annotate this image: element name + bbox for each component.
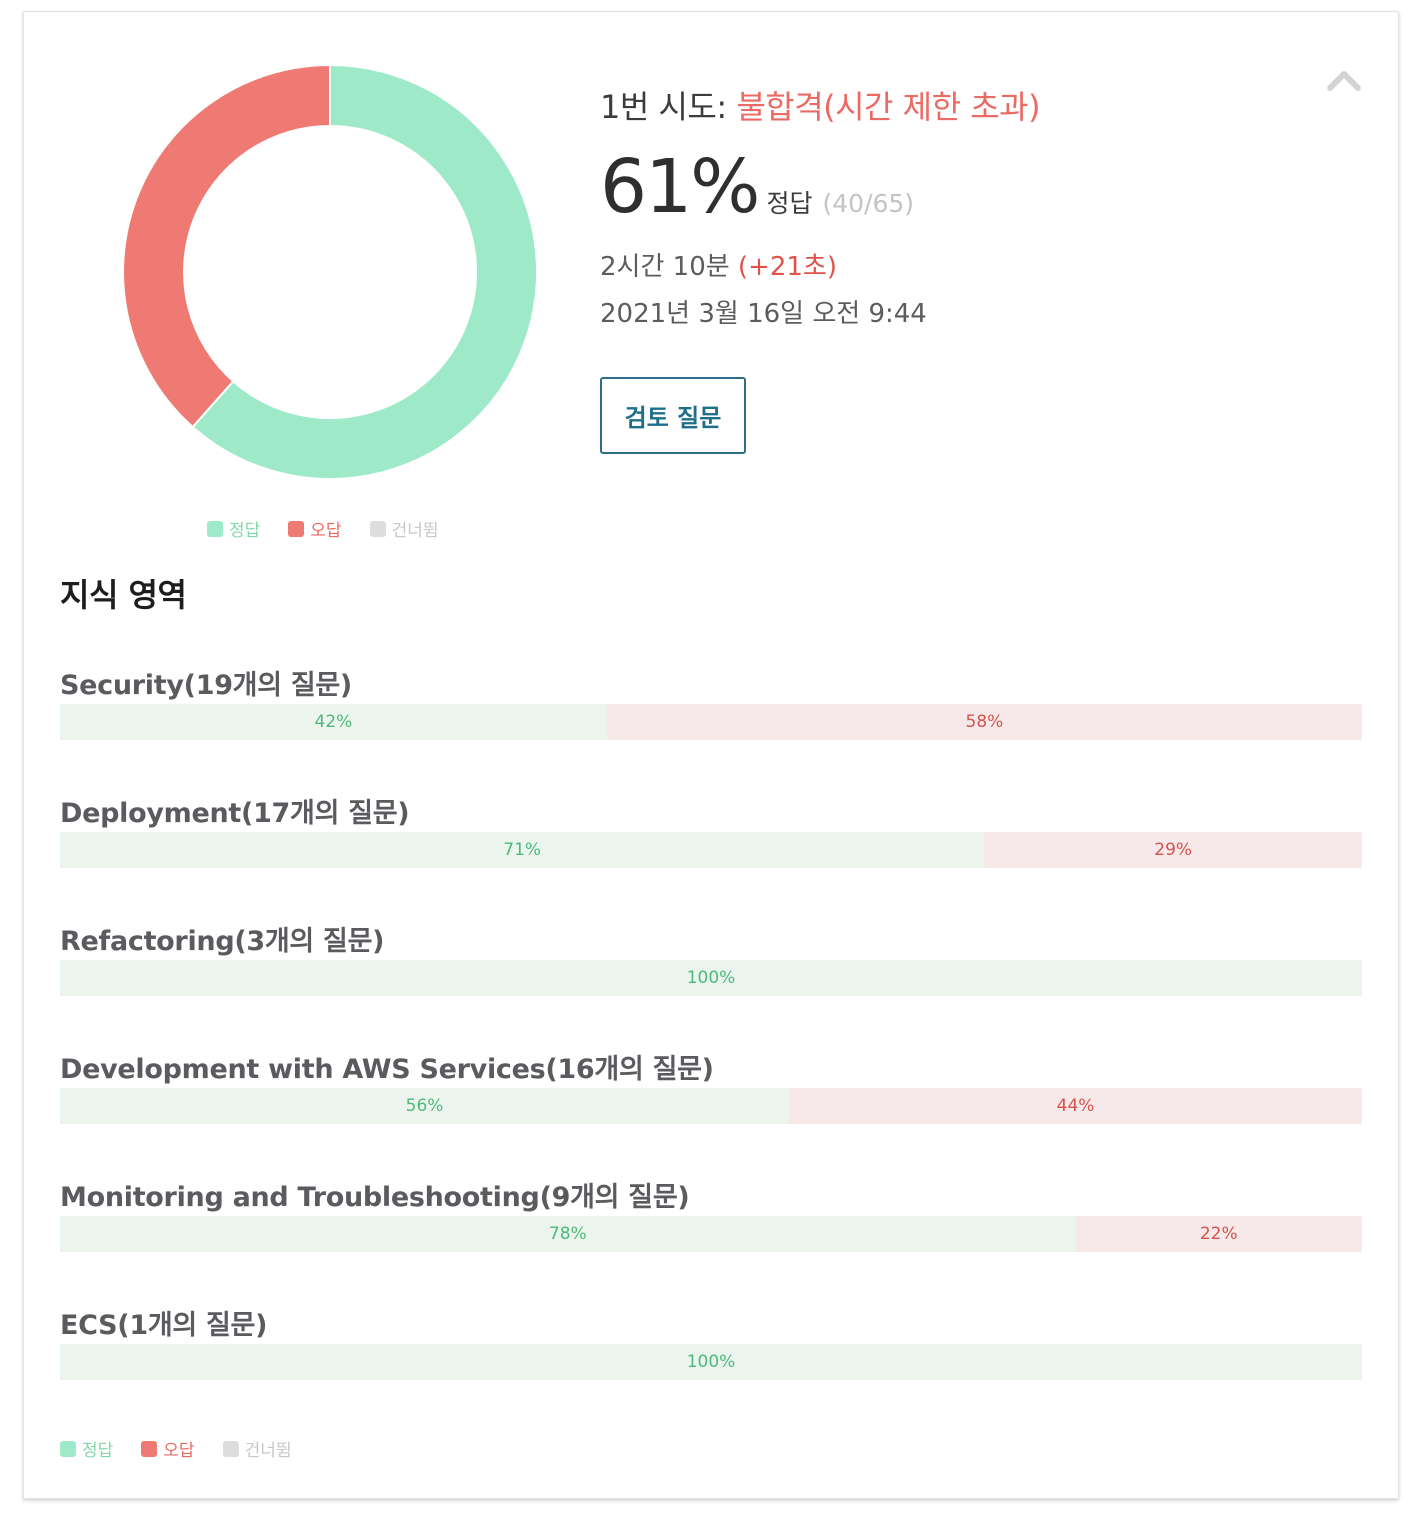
donut-slice-1 <box>122 63 331 429</box>
result-card: 정답 오답 건너뜀 1번 시도: 불합격(시간 제한 초과) 61% 정답 (4… <box>23 11 1399 1499</box>
legend-item-skipped: 건너뜀 <box>222 1436 292 1461</box>
score-label: 정답 <box>766 189 813 218</box>
legend-item-correct: 정답 <box>60 1436 113 1461</box>
legend-swatch-skipped <box>222 1440 239 1457</box>
bar-segment-wrong: 58% <box>606 704 1362 740</box>
domain-bar: 71% 29% <box>60 832 1362 868</box>
domain-title: ECS(1개의 질문) <box>60 1310 268 1341</box>
donut-legend: 정답 오답 건너뜀 <box>207 516 438 541</box>
domain-title: Deployment(17개의 질문) <box>60 798 410 829</box>
domain-title: Development with AWS Services(16개의 질문) <box>60 1054 714 1085</box>
domain-row: Deployment(17개의 질문) 71% 29% <box>60 796 1362 924</box>
section-title: 지식 영역 <box>60 576 187 614</box>
legend-label-wrong: 오답 <box>163 1441 195 1461</box>
legend-item-wrong: 오답 <box>288 516 342 541</box>
overtime-value: (+21초) <box>737 252 837 282</box>
legend-label-correct: 정답 <box>82 1441 114 1461</box>
legend-label-skipped: 건너뜀 <box>244 1441 292 1461</box>
legend-item-wrong: 오답 <box>141 1436 195 1461</box>
legend-label-skipped: 건너뜀 <box>391 521 439 541</box>
bar-segment-correct: 78% <box>60 1216 1076 1252</box>
legend-swatch-correct <box>207 520 223 537</box>
duration-value: 2시간 10분 <box>600 252 730 282</box>
legend-item-correct: 정답 <box>207 516 260 541</box>
domain-title: Refactoring(3개의 질문) <box>60 926 385 957</box>
bar-segment-wrong: 22% <box>1075 1216 1362 1252</box>
bars-legend: 정답 오답 건너뜀 <box>60 1436 291 1461</box>
attempt-date: 2021년 3월 16일 오전 9:44 <box>600 299 927 329</box>
bar-segment-correct: 100% <box>60 960 1362 996</box>
domain-row: Monitoring and Troubleshooting(9개의 질문) 78… <box>60 1180 1362 1308</box>
legend-swatch-skipped <box>369 520 386 537</box>
bar-segment-correct: 56% <box>60 1088 790 1124</box>
knowledge-areas: Security(19개의 질문) 42% 58% Deployment(17개의 질… <box>60 668 1362 1436</box>
bar-segment-wrong: 44% <box>789 1088 1362 1124</box>
domain-bar: 78% 22% <box>60 1216 1362 1252</box>
legend-label-correct: 정답 <box>229 521 261 541</box>
domain-row: Security(19개의 질문) 42% 58% <box>60 668 1362 796</box>
bar-segment-correct: 42% <box>60 704 607 740</box>
attempt-status: 불합격(시간 제한 초과) <box>736 88 1041 126</box>
attempt-heading: 1번 시도: 불합격(시간 제한 초과) <box>600 82 1300 128</box>
legend-item-skipped: 건너뜀 <box>369 516 439 541</box>
legend-swatch-correct <box>60 1440 76 1457</box>
domain-bar: 100% <box>60 960 1362 996</box>
domain-bar: 42% 58% <box>60 704 1362 740</box>
domain-bar: 56% 44% <box>60 1088 1362 1124</box>
domain-row: Refactoring(3개의 질문) 100% <box>60 924 1362 1052</box>
score-percent: 61% <box>600 144 760 230</box>
bar-segment-correct: 100% <box>60 1344 1362 1380</box>
domain-row: Development with AWS Services(16개의 질문) 56… <box>60 1052 1362 1180</box>
legend-label-wrong: 오답 <box>310 521 342 541</box>
chevron-up-icon[interactable] <box>1324 62 1364 98</box>
legend-swatch-wrong <box>141 1440 158 1457</box>
domain-row: ECS(1개의 질문) 100% <box>60 1308 1362 1436</box>
domain-bar: 100% <box>60 1344 1362 1380</box>
review-questions-button[interactable]: 검토 질문 <box>600 377 746 454</box>
duration: 2시간 10분 (+21초) <box>600 246 1300 283</box>
donut-slice-0 <box>191 63 538 480</box>
legend-swatch-wrong <box>288 520 305 537</box>
score-count: (40/65) <box>822 189 915 218</box>
bar-segment-correct: 71% <box>60 832 985 868</box>
attempt-label: 1번 시도: <box>600 88 727 126</box>
score-donut-chart <box>120 62 540 482</box>
bar-segment-wrong: 29% <box>984 832 1362 868</box>
score-line: 61% 정답 (40/65) <box>600 150 1300 224</box>
domain-title: Security(19개의 질문) <box>60 670 352 701</box>
attempt-info: 1번 시도: 불합격(시간 제한 초과) 61% 정답 (40/65) 2시간 … <box>600 82 1300 454</box>
domain-title: Monitoring and Troubleshooting(9개의 질문) <box>60 1182 690 1213</box>
